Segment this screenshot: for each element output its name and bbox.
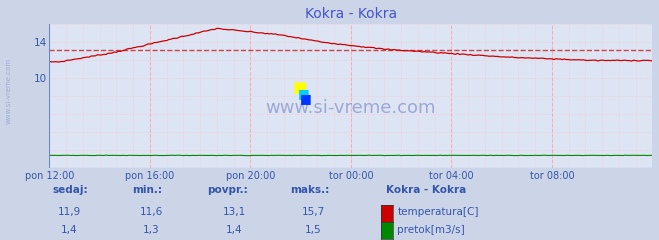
- Text: www.si-vreme.com: www.si-vreme.com: [5, 58, 11, 124]
- Text: min.:: min.:: [132, 185, 162, 195]
- Text: 1,5: 1,5: [304, 225, 322, 235]
- Text: ■: ■: [293, 80, 307, 95]
- Text: 1,4: 1,4: [61, 225, 78, 235]
- Text: 1,3: 1,3: [143, 225, 160, 235]
- Text: 15,7: 15,7: [301, 207, 325, 217]
- Text: pretok[m3/s]: pretok[m3/s]: [397, 225, 465, 235]
- Text: www.si-vreme.com: www.si-vreme.com: [266, 99, 436, 117]
- Text: 11,6: 11,6: [140, 207, 163, 217]
- Title: Kokra - Kokra: Kokra - Kokra: [305, 7, 397, 21]
- Text: ■: ■: [300, 92, 312, 105]
- Text: 1,4: 1,4: [225, 225, 243, 235]
- Text: sedaj:: sedaj:: [53, 185, 88, 195]
- Text: povpr.:: povpr.:: [208, 185, 248, 195]
- Text: ■: ■: [298, 87, 310, 100]
- Text: Kokra - Kokra: Kokra - Kokra: [386, 185, 466, 195]
- Text: 11,9: 11,9: [57, 207, 81, 217]
- Text: temperatura[C]: temperatura[C]: [397, 207, 479, 217]
- Text: maks.:: maks.:: [290, 185, 330, 195]
- Text: 13,1: 13,1: [222, 207, 246, 217]
